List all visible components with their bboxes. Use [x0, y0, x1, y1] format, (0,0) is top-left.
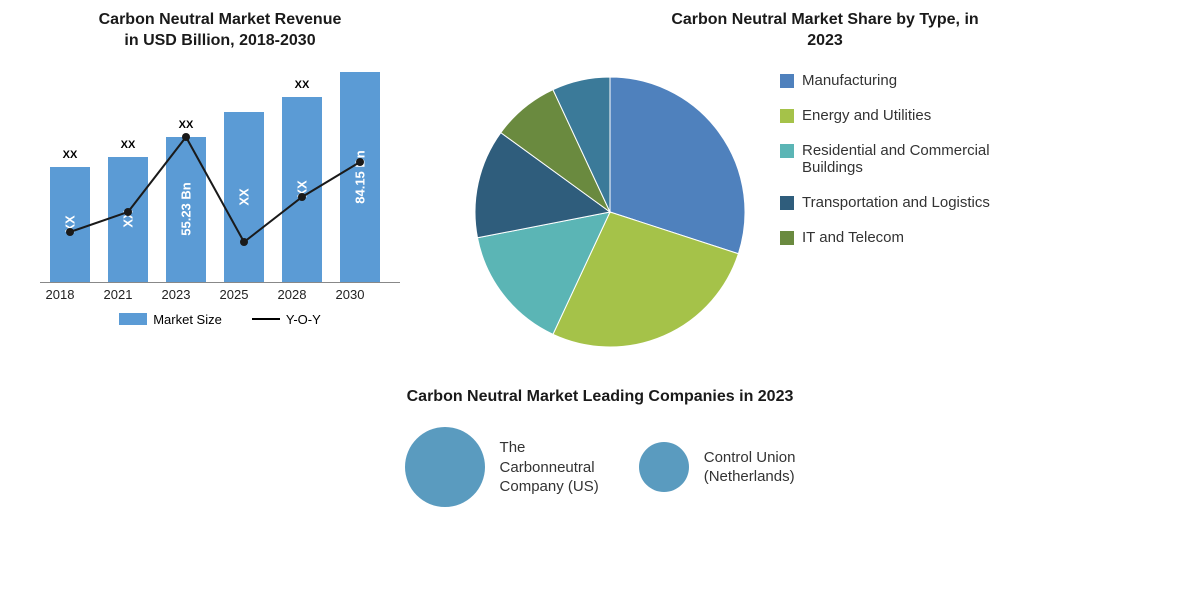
bar-value-label: XX: [121, 210, 136, 227]
bar-rect: XX: [282, 97, 322, 282]
company-bubble: [405, 427, 485, 507]
pie-legend-label: IT and Telecom: [802, 229, 904, 246]
companies-title: Carbon Neutral Market Leading Companies …: [10, 387, 1190, 408]
pie-chart-title: Carbon Neutral Market Share by Type, in …: [460, 10, 1190, 52]
bar-chart-title: Carbon Neutral Market Revenue in USD Bil…: [10, 10, 430, 52]
company-item: Control Union(Netherlands): [639, 427, 796, 507]
legend-line-swatch: [252, 318, 280, 320]
pie-legend-label: Manufacturing: [802, 72, 897, 89]
bar-chart-legend: Market Size Y-O-Y: [10, 312, 430, 327]
bar-value-label: 55.23 Bn: [179, 182, 194, 235]
pie-legend-label: Transportation and Logistics: [802, 194, 990, 211]
companies-section: Carbon Neutral Market Leading Companies …: [10, 387, 1190, 508]
pie-title-line2: 2023: [807, 32, 843, 49]
pie-legend: Manufacturing Energy and Utilities Residen…: [780, 62, 1002, 362]
bar-top-label: XX: [179, 119, 194, 131]
legend-line-label: Y-O-Y: [286, 312, 321, 327]
bar-title-line2: in USD Billion, 2018-2030: [124, 32, 315, 49]
pie-title-line1: Carbon Neutral Market Share by Type, in: [671, 11, 978, 28]
bar-value-label: 84.15 Bn: [353, 150, 368, 203]
legend-yoy: Y-O-Y: [252, 312, 321, 327]
bar-2021: XXXX: [108, 157, 148, 282]
bar-value-label: XX: [295, 180, 310, 197]
bar-rect: 84.15 Bn: [340, 72, 380, 282]
bar-rect: 55.23 Bn: [166, 137, 206, 282]
bar-rect: XX: [224, 112, 264, 282]
bar-rect: XX: [50, 167, 90, 282]
x-axis-label: 2018: [40, 287, 80, 302]
x-axis-label: 2021: [98, 287, 138, 302]
pie-legend-swatch: [780, 196, 794, 210]
pie-legend-item: Residential and Commercial Buildings: [780, 142, 1002, 176]
bar-top-label: XX: [121, 139, 136, 151]
bar-2023: XX55.23 Bn: [166, 137, 206, 282]
pie-legend-item: IT and Telecom: [780, 229, 1002, 246]
bar-2025: XX: [224, 112, 264, 282]
x-axis-label: 2025: [214, 287, 254, 302]
bar-2028: XXXX: [282, 97, 322, 282]
x-axis-label: 2023: [156, 287, 196, 302]
bar-top-label: XX: [63, 149, 78, 161]
pie-legend-swatch: [780, 231, 794, 245]
legend-market-size: Market Size: [119, 312, 222, 327]
pie-legend-item: Manufacturing: [780, 72, 1002, 89]
company-item: TheCarbonneutralCompany (US): [405, 427, 599, 507]
company-label: TheCarbonneutralCompany (US): [500, 438, 599, 497]
bar-top-label: XX: [295, 79, 310, 91]
pie-chart-section: Carbon Neutral Market Share by Type, in …: [460, 10, 1190, 362]
bar-2018: XXXX: [50, 167, 90, 282]
company-label: Control Union(Netherlands): [704, 448, 796, 487]
pie-chart: [460, 62, 760, 362]
pie-legend-label: Energy and Utilities: [802, 107, 931, 124]
bar-chart: XXXXXXXXXX55.23 BnXXXXXX84.15 Bn: [40, 62, 400, 283]
pie-legend-swatch: [780, 74, 794, 88]
bar-title-line1: Carbon Neutral Market Revenue: [99, 11, 342, 28]
x-axis-label: 2028: [272, 287, 312, 302]
bar-value-label: XX: [237, 188, 252, 205]
bar-value-label: XX: [63, 215, 78, 232]
pie-legend-swatch: [780, 109, 794, 123]
pie-legend-item: Transportation and Logistics: [780, 194, 1002, 211]
bar-chart-section: Carbon Neutral Market Revenue in USD Bil…: [10, 10, 430, 362]
pie-legend-item: Energy and Utilities: [780, 107, 1002, 124]
pie-legend-label: Residential and Commercial Buildings: [802, 142, 1002, 176]
bar-2030: 84.15 Bn: [340, 72, 380, 282]
x-axis-label: 2030: [330, 287, 370, 302]
legend-bar-swatch: [119, 313, 147, 325]
pie-legend-swatch: [780, 144, 794, 158]
company-bubble: [639, 442, 689, 492]
legend-bar-label: Market Size: [153, 312, 222, 327]
bar-rect: XX: [108, 157, 148, 282]
